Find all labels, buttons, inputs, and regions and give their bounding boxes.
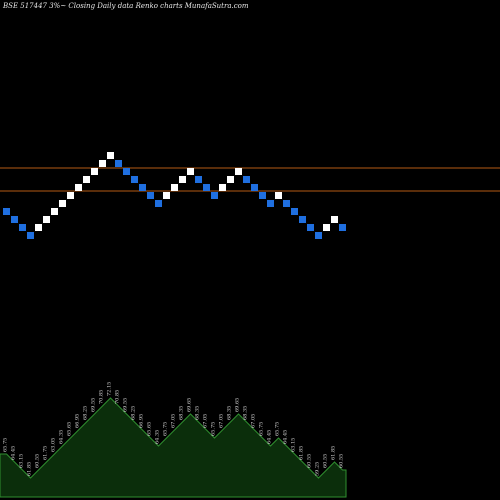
brick-up: [35, 224, 42, 231]
volume-label: 70.85: [99, 390, 105, 404]
reference-lines: [0, 167, 500, 192]
brick-up: [235, 168, 242, 175]
volume-label: 68.35: [227, 406, 233, 420]
brick-up: [107, 152, 114, 159]
volume-label: 70.85: [115, 390, 121, 404]
volume-label: 61.85: [299, 446, 305, 460]
brick-up: [227, 176, 234, 183]
brick-down: [299, 216, 306, 223]
brick-up: [179, 176, 186, 183]
volume-label: 61.75: [43, 446, 49, 460]
brick-down: [251, 184, 258, 191]
volume-label: 60.55: [323, 454, 329, 468]
renko-bricks: [3, 152, 346, 239]
volume-label: 64.45: [267, 430, 273, 444]
volume-label: 68.35: [195, 406, 201, 420]
brick-up: [67, 192, 74, 199]
volume-label: 66.95: [75, 414, 81, 428]
volume-label: 61.85: [331, 446, 337, 460]
brick-up: [323, 224, 330, 231]
volume-label: 65.75: [211, 422, 217, 436]
brick-down: [19, 224, 26, 231]
volume-label: 67.05: [251, 414, 257, 428]
volume-label: 63.05: [51, 438, 57, 452]
volume-label: 67.05: [203, 414, 209, 428]
brick-up: [43, 216, 50, 223]
brick-down: [203, 184, 210, 191]
brick-up: [331, 216, 338, 223]
brick-down: [131, 176, 138, 183]
brick-down: [259, 192, 266, 199]
brick-up: [171, 184, 178, 191]
brick-down: [283, 200, 290, 207]
volume-label: 64.45: [283, 430, 289, 444]
brick-up: [275, 192, 282, 199]
brick-up: [99, 160, 106, 167]
volume-label: 64.35: [155, 430, 161, 444]
brick-down: [3, 208, 10, 215]
brick-down: [315, 232, 322, 239]
volume-label: 64.35: [59, 430, 65, 444]
brick-down: [307, 224, 314, 231]
brick-down: [115, 160, 122, 167]
brick-down: [27, 232, 34, 239]
volume-label: 65.75: [3, 438, 9, 452]
brick-up: [51, 208, 58, 215]
volume-label: 68.25: [131, 406, 137, 420]
brick-down: [11, 216, 18, 223]
volume-label: 63.15: [19, 454, 25, 468]
volume-label: 63.15: [291, 438, 297, 452]
volume-label: 65.75: [163, 422, 169, 436]
volume-label: 59.25: [315, 462, 321, 476]
volume-label: 60.55: [339, 454, 345, 468]
brick-down: [155, 200, 162, 207]
brick-down: [147, 192, 154, 199]
brick-up: [91, 168, 98, 175]
brick-down: [267, 200, 274, 207]
volume-label: 69.65: [235, 398, 241, 412]
volume-label: 60.55: [35, 454, 41, 468]
brick-up: [219, 184, 226, 191]
volume-label: 65.65: [147, 422, 153, 436]
volume-label: 69.55: [123, 398, 129, 412]
volume-area: [0, 397, 347, 498]
brick-down: [195, 176, 202, 183]
brick-up: [59, 200, 66, 207]
volume-label: 68.35: [243, 406, 249, 420]
chart-title: BSE 517447 3%~ Closing Daily data Renko …: [2, 2, 249, 10]
volume-label: 68.25: [83, 406, 89, 420]
volume-label: 67.05: [219, 414, 225, 428]
volume-label: 66.95: [139, 414, 145, 428]
volume-label: 69.55: [91, 398, 97, 412]
volume-label: 64.45: [11, 446, 17, 460]
brick-down: [211, 192, 218, 199]
brick-down: [291, 208, 298, 215]
brick-up: [83, 176, 90, 183]
brick-up: [163, 192, 170, 199]
volume-label: 72.15: [107, 382, 113, 396]
volume-label: 61.85: [27, 462, 33, 476]
volume-label: 69.65: [187, 398, 193, 412]
volume-label: 65.75: [259, 422, 265, 436]
brick-up: [75, 184, 82, 191]
volume-labels: 65.7564.4563.1561.8560.5561.7563.0564.35…: [3, 382, 345, 476]
brick-down: [339, 224, 346, 231]
volume-label: 65.65: [67, 422, 73, 436]
volume-label: 68.35: [179, 406, 185, 420]
brick-up: [187, 168, 194, 175]
brick-down: [243, 176, 250, 183]
brick-down: [123, 168, 130, 175]
volume-label: 65.75: [275, 422, 281, 436]
volume-label: 67.05: [171, 414, 177, 428]
volume-label: 60.55: [307, 454, 313, 468]
brick-down: [139, 184, 146, 191]
